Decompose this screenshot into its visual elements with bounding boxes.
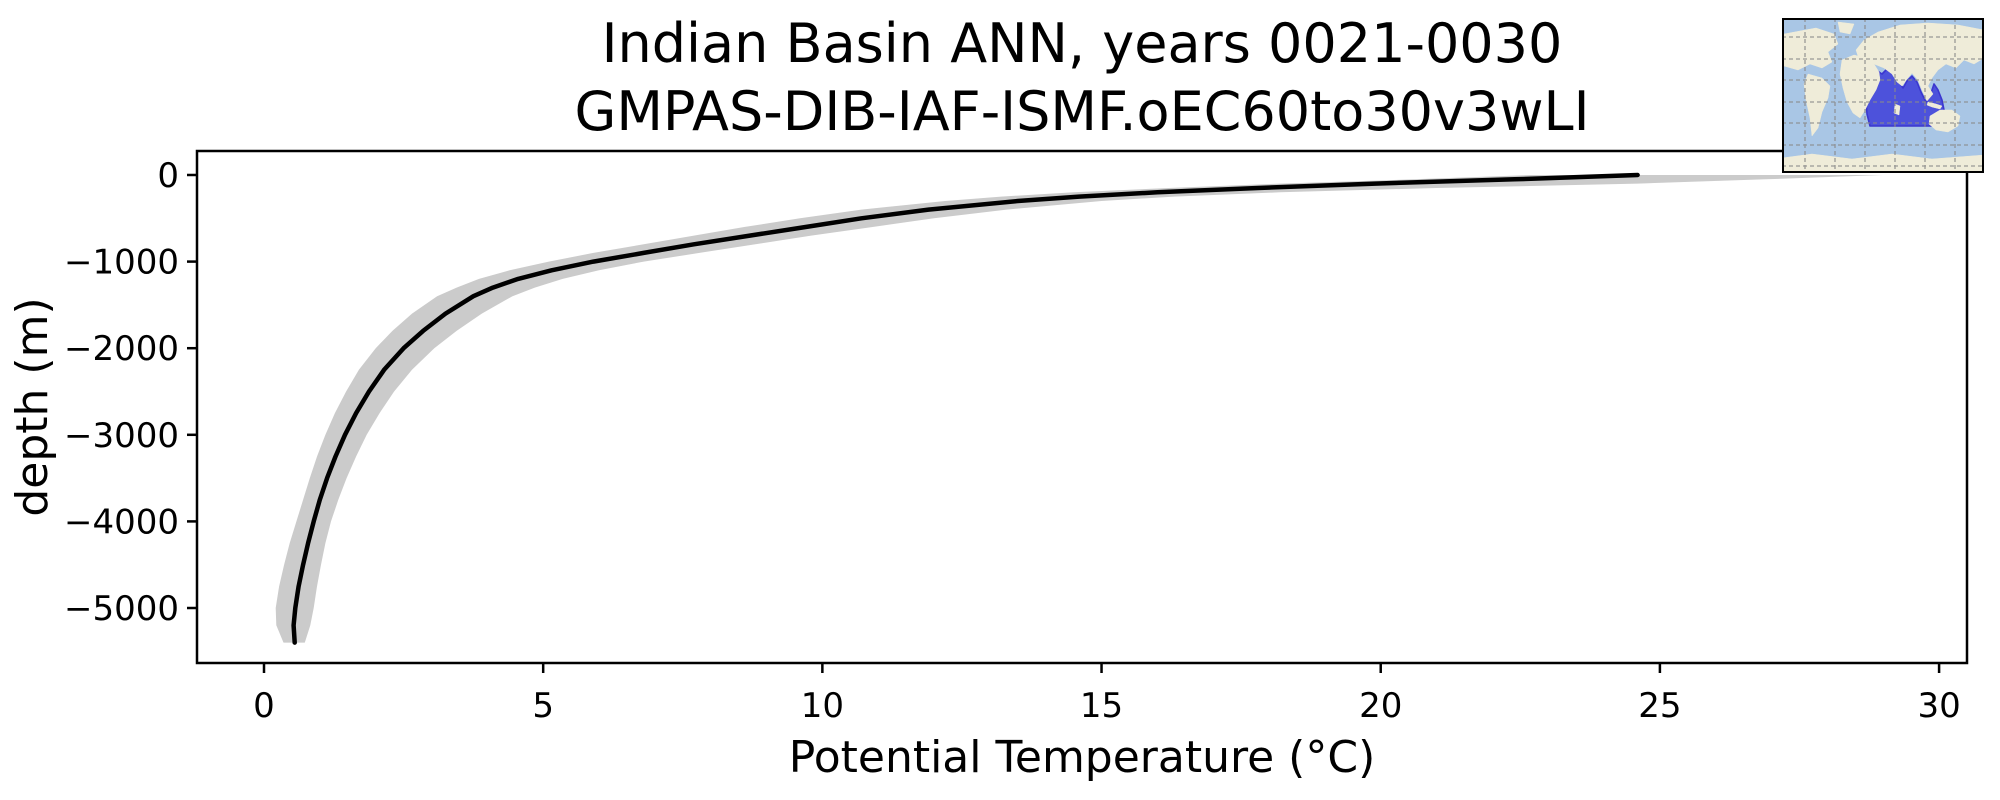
chart-title-line1: Indian Basin ANN, years 0021-0030 xyxy=(602,12,1563,75)
y-axis-ticks: 0 −1000 −2000 −3000 −4000 −5000 xyxy=(64,156,197,629)
uncertainty-band xyxy=(275,175,1884,643)
indian-basin-inset-map xyxy=(1782,18,1984,173)
x-tick-label: 30 xyxy=(1917,686,1960,726)
x-axis-label: Potential Temperature (°C) xyxy=(789,732,1376,783)
map-land-eurasia xyxy=(1855,22,1984,102)
x-tick-label: 25 xyxy=(1638,686,1681,726)
map-land-africa xyxy=(1839,54,1881,119)
x-tick-label: 0 xyxy=(253,686,275,726)
y-tick-label: −1000 xyxy=(64,243,179,283)
y-axis-label: depth (m) xyxy=(7,297,58,516)
plot-area-frame xyxy=(195,149,1969,665)
map-land-south-america xyxy=(1803,73,1831,137)
y-tick-label: −5000 xyxy=(64,589,179,629)
x-tick-label: 5 xyxy=(532,686,554,726)
y-tick-label: −2000 xyxy=(64,329,179,369)
chart-title-line2: GMPAS-DIB-IAF-ISMF.oEC60to30v3wLI xyxy=(574,80,1589,143)
map-graticule xyxy=(1782,18,1984,173)
mean-profile-line xyxy=(291,172,1640,645)
y-tick-label: −4000 xyxy=(64,502,179,542)
map-land-australia xyxy=(1928,109,1961,133)
map-land-indonesia xyxy=(1926,101,1943,110)
x-tick-label: 10 xyxy=(801,686,844,726)
y-tick-label: 0 xyxy=(157,156,179,196)
map-land-greenland xyxy=(1837,21,1855,35)
x-tick-label: 20 xyxy=(1359,686,1402,726)
y-tick-label: −3000 xyxy=(64,416,179,456)
map-landmasses xyxy=(1782,21,1984,172)
x-axis-ticks: 0 5 10 15 20 25 30 xyxy=(253,663,1961,726)
x-tick-label: 15 xyxy=(1080,686,1123,726)
